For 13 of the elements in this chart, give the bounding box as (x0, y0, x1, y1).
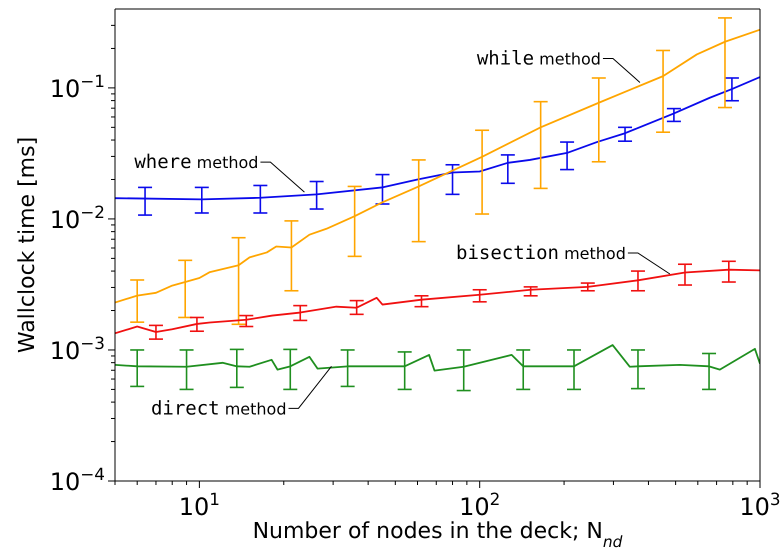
y-tick-label: 10$^{−1}$ (50, 70, 105, 103)
x-tick-label: 10$^{1}$ (178, 489, 220, 521)
y-axis-title: Wallclock time [ms] (15, 136, 40, 354)
annotation: direct method (150, 397, 286, 420)
y-tick-label: 10$^{−3}$ (50, 332, 105, 365)
x-axis-title: Number of nodes in the deck; N$_{nd}$ (252, 519, 623, 551)
y-tick-label: 10$^{−2}$ (50, 202, 105, 234)
annotation: while method (476, 47, 601, 70)
y-tick-label: 10$^{−4}$ (50, 464, 105, 496)
annotation: bisection method (456, 242, 626, 264)
x-tick-label: 10$^{3}$ (739, 489, 781, 521)
annotation: where method (134, 151, 258, 174)
x-tick-label: 10$^{2}$ (459, 489, 500, 521)
